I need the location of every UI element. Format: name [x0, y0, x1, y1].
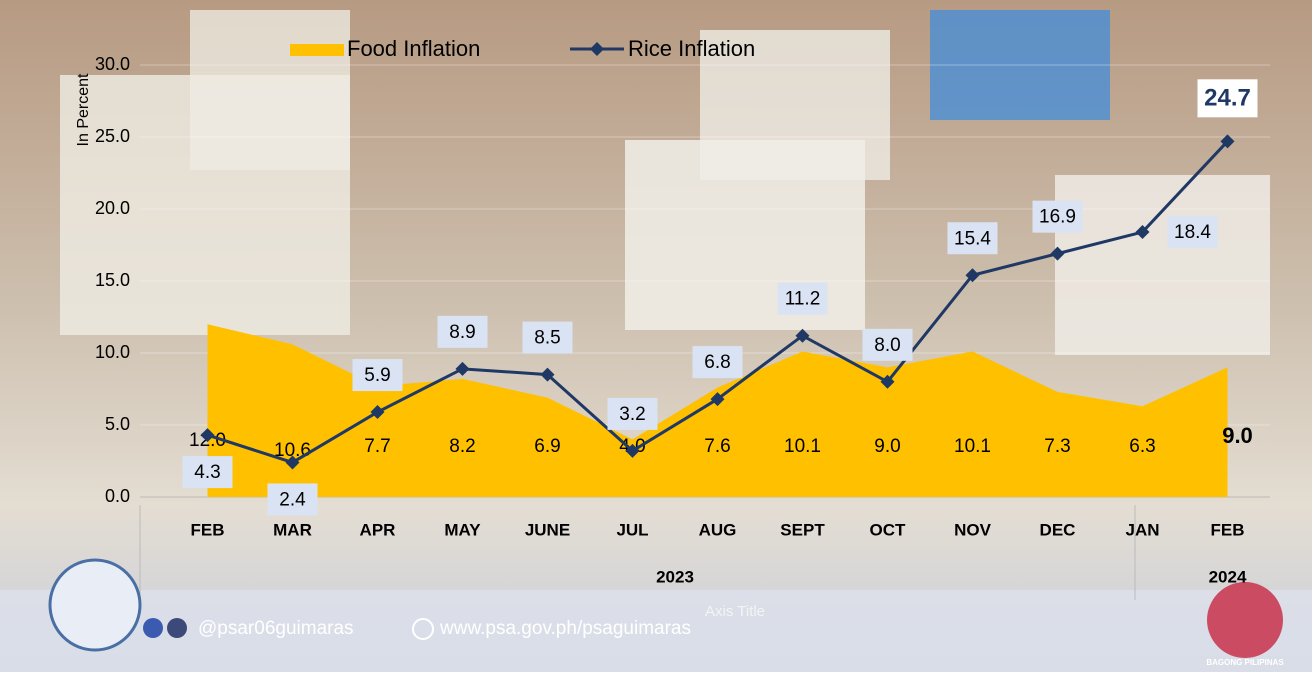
- psa-logo: [50, 560, 140, 650]
- x-tick-label: APR: [360, 520, 396, 539]
- photo-sign: [625, 140, 865, 330]
- food-value-label: 7.3: [1044, 436, 1070, 457]
- rice-value-label: 6.8: [704, 352, 730, 373]
- rice-value-label: 3.2: [619, 404, 645, 425]
- rice-value-label: 18.4: [1174, 222, 1211, 243]
- x-tick-label: SEPT: [780, 520, 825, 539]
- food-value-label: 9.0: [1222, 423, 1253, 448]
- x-tick-label: FEB: [1211, 520, 1245, 539]
- website: www.psa.gov.ph/psaguimaras: [439, 618, 691, 639]
- rice-value-label: 24.7: [1204, 85, 1251, 112]
- x-axis-title: Axis Title: [705, 603, 765, 620]
- y-tick-label: 10.0: [95, 342, 130, 362]
- y-axis-label: In Percent: [75, 73, 92, 146]
- food-value-label: 6.3: [1129, 436, 1155, 457]
- y-tick-label: 20.0: [95, 198, 130, 218]
- x-tick-label: MAY: [444, 520, 481, 539]
- x-tick-label: NOV: [954, 520, 992, 539]
- food-value-label: 9.0: [874, 436, 900, 457]
- rice-value-label: 5.9: [364, 365, 390, 386]
- chart: In Percent Axis Title @psar06guimaras ww…: [0, 0, 1312, 672]
- rice-value-label: 16.9: [1039, 207, 1076, 228]
- y-tick-label: 30.0: [95, 54, 130, 74]
- y-tick-label: 5.0: [105, 414, 130, 434]
- x-tick-label: OCT: [870, 520, 907, 539]
- rice-value-label: 8.5: [534, 328, 560, 349]
- food-value-label: 10.1: [954, 436, 991, 457]
- rice-value-label: 8.9: [449, 322, 475, 343]
- photo-sign: [1055, 175, 1270, 355]
- x-tick-label: AUG: [699, 520, 737, 539]
- food-value-label: 7.7: [364, 436, 390, 457]
- rice-value-label: 11.2: [785, 289, 821, 310]
- food-value-label: 6.9: [534, 436, 560, 457]
- food-value-label: 8.2: [449, 436, 475, 457]
- page: In Percent Axis Title @psar06guimaras ww…: [0, 0, 1312, 677]
- rice-value-label: 2.4: [279, 489, 306, 510]
- facebook-icon: [143, 618, 163, 638]
- legend-swatch: [290, 44, 344, 56]
- year-label: 2023: [656, 567, 694, 586]
- legend-label: Rice Inflation: [628, 36, 755, 61]
- logo-text: BAGONG PILIPINAS: [1206, 658, 1284, 667]
- rice-value-label: 15.4: [954, 228, 991, 249]
- x-tick-label: JUNE: [525, 520, 570, 539]
- rice-value-label: 8.0: [874, 335, 900, 356]
- social-handle: @psar06guimaras: [198, 618, 354, 639]
- bagong-pilipinas-logo: [1207, 582, 1283, 658]
- x-tick-label: FEB: [191, 520, 225, 539]
- year-label: 2024: [1209, 567, 1247, 586]
- food-value-label: 10.1: [784, 436, 821, 457]
- rice-value-label: 4.3: [194, 462, 220, 483]
- y-tick-label: 0.0: [105, 486, 130, 506]
- x-tick-label: JAN: [1125, 520, 1159, 539]
- y-tick-label: 15.0: [95, 270, 130, 290]
- y-tick-label: 25.0: [95, 126, 130, 146]
- x-tick-label: JUL: [616, 520, 648, 539]
- x-icon: [167, 618, 187, 638]
- legend-label: Food Inflation: [347, 36, 480, 61]
- x-tick-label: MAR: [273, 520, 312, 539]
- food-value-label: 7.6: [704, 436, 730, 457]
- x-tick-label: DEC: [1040, 520, 1076, 539]
